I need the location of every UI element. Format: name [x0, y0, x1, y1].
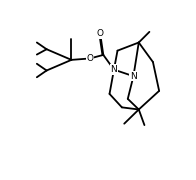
- Text: N: N: [111, 65, 117, 74]
- Text: O: O: [86, 54, 93, 63]
- Text: N: N: [130, 72, 137, 81]
- Text: O: O: [96, 29, 103, 38]
